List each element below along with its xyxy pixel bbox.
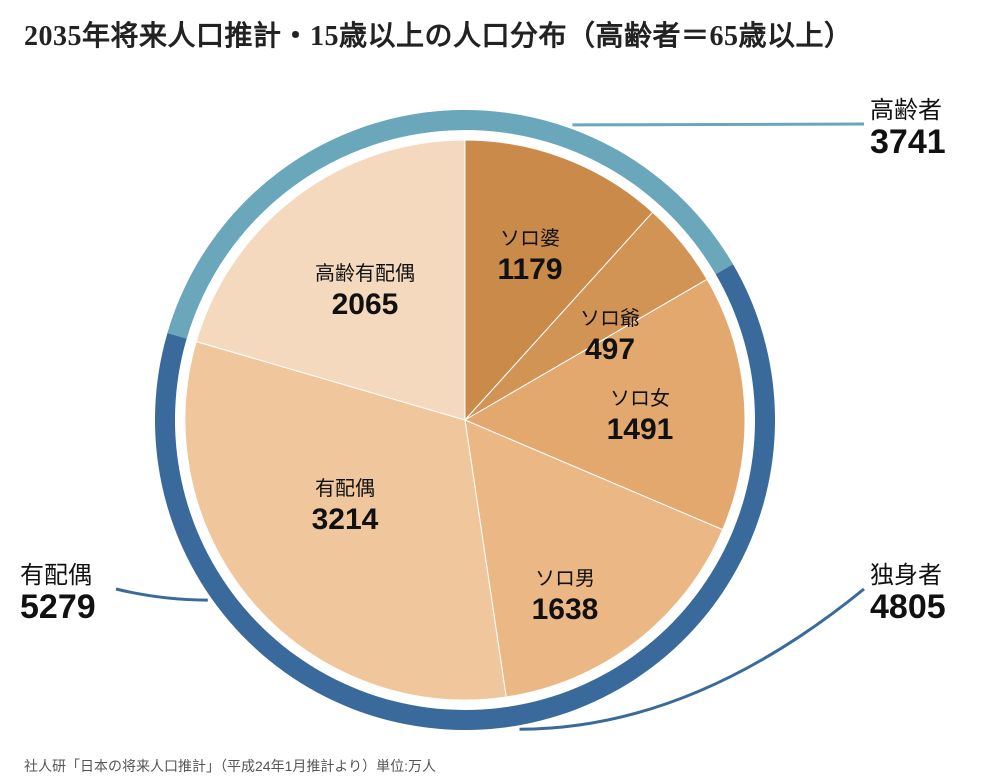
slice-label-value: 497 [585,333,635,366]
callout-single-value: 4805 [870,590,946,626]
callout-married-label: 有配偶 [20,555,96,590]
slice-label-name: ソロ爺 [580,307,640,330]
slice-label-name: ソロ婆 [500,227,560,250]
chart-footnote: 社人研「日本の将来人口推計」（平成24年1月推計より）単位:万人 [24,756,436,776]
callout-single-label: 独身者 [870,555,946,590]
callout-leader [572,124,864,125]
callout-elderly-label: 高齢者 [870,90,946,125]
slice-label-name: ソロ女 [610,387,670,410]
slice-label-name: 高齢有配偶 [315,262,415,285]
slice-label-value: 1638 [532,593,599,626]
callout-elderly-value: 3741 [870,125,946,161]
slice-label-value: 1491 [607,413,674,446]
callout-leader [116,589,208,600]
slice-label-name: ソロ男 [535,568,595,590]
slice-label-value: 3214 [312,503,379,536]
slice-label-name: 有配偶 [315,477,375,500]
callout-married: 有配偶 5279 [20,555,96,626]
slice-label-value: 2065 [332,288,399,321]
slice-label-value: 1179 [497,253,562,286]
callout-married-value: 5279 [20,590,96,626]
callout-single: 独身者 4805 [870,555,946,626]
callout-elderly: 高齢者 3741 [870,90,946,161]
population-pie-chart: ソロ婆 1179 ソロ爺 497 ソロ女 1491 ソロ男 1638 有配偶 3214 高齢有配偶 2… [0,0,996,782]
